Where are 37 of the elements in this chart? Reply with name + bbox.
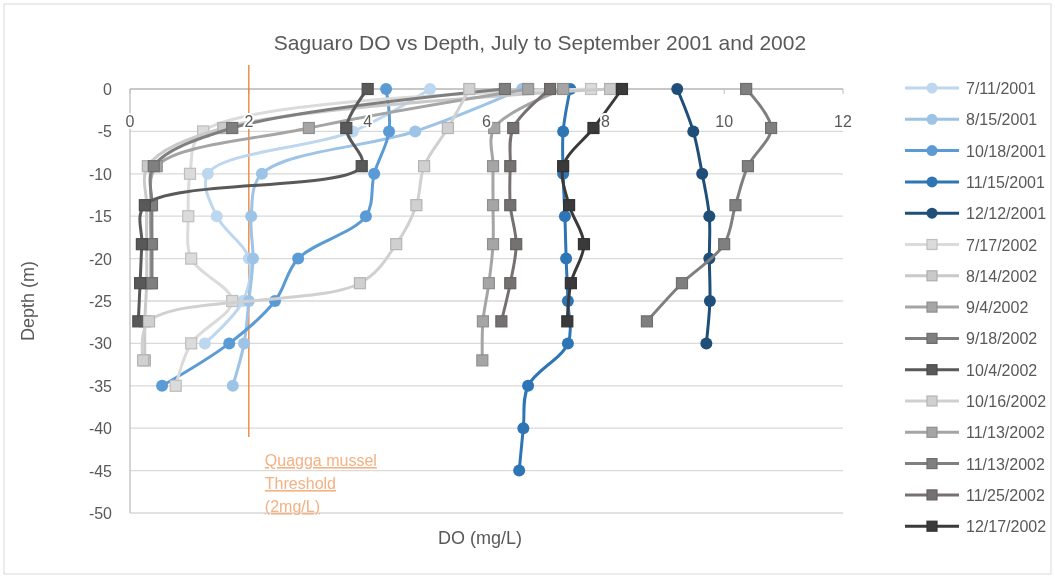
legend-label: 10/16/2002 — [966, 393, 1047, 410]
legend-label: 8/14/2002 — [966, 267, 1038, 285]
legend-label: 7/11/2001 — [966, 80, 1037, 97]
x-tick-label: 6 — [482, 113, 492, 130]
legend-label: 10/18/2001 — [966, 142, 1047, 160]
x-tick-label: 10 — [715, 113, 734, 130]
legend-label: 11/13/2002 — [966, 455, 1045, 473]
x-tick-label: 0 — [125, 113, 135, 130]
y-tick-label: -40 — [88, 420, 113, 438]
y-tick-label: -20 — [88, 250, 113, 268]
y-tick-label: -25 — [88, 293, 113, 310]
y-tick-label: -5 — [97, 123, 113, 141]
legend-label: 7/17/2002 — [966, 236, 1038, 254]
y-axis-title: Depth (m) — [18, 260, 38, 342]
x-tick-label: 8 — [600, 113, 610, 130]
legend-label: 10/4/2002 — [966, 361, 1038, 379]
legend-label: 11/15/2001 — [966, 173, 1045, 191]
legend-label: 12/12/2001 — [966, 205, 1047, 223]
chart-title: Saguaro DO vs Depth, July to September 2001 and 2002 — [273, 31, 807, 54]
legend-label: 9/18/2002 — [966, 330, 1038, 348]
ref-line-label: Quagga mussel Threshold (2mg/L) — [264, 452, 377, 515]
legend-label: 11/13/2002 — [966, 424, 1045, 442]
y-tick-label: -15 — [88, 208, 113, 226]
legend-label: 11/25/2002 — [966, 486, 1045, 504]
y-tick-label: -30 — [88, 335, 113, 353]
y-tick-label: -35 — [88, 377, 113, 395]
legend-label: 8/15/2001 — [966, 111, 1038, 129]
x-tick-label: 2 — [244, 113, 254, 130]
x-axis-title: DO (mg/L) — [437, 528, 523, 548]
x-tick-label: 12 — [834, 113, 852, 130]
y-tick-label: 0 — [103, 81, 113, 98]
legend-label: 12/17/2002 — [966, 518, 1047, 536]
y-tick-label: -10 — [88, 165, 113, 183]
y-tick-label: -45 — [88, 462, 113, 480]
y-tick-label: -50 — [88, 505, 113, 522]
legend-label: 9/4/2002 — [966, 299, 1029, 317]
x-tick-label: 4 — [363, 113, 373, 130]
